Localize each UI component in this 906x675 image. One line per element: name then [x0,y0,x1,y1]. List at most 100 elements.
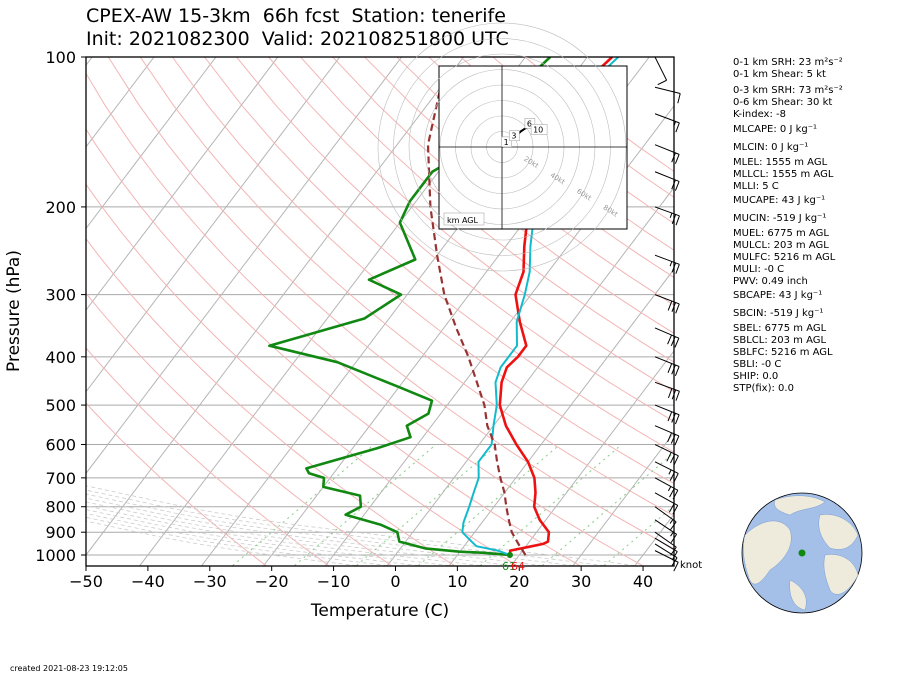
dry-adiabat [86,402,267,566]
index-line: SBLI: -0 C [733,359,782,370]
index-line: MUEL: 6775 m AGL [733,228,829,239]
surface-temperature-label: 64 [511,560,525,573]
x-axis-label: Temperature (C) [310,601,449,621]
dry-adiabat [86,347,329,566]
moist-adiabat [86,505,481,566]
x-tick-label: −50 [69,572,103,591]
wind-barb [654,461,679,483]
mixing-ratio-line [603,505,674,566]
y-tick-label: 400 [45,348,76,367]
index-line: SHIP: 0.0 [733,371,779,382]
index-line: SBLFC: 5216 m AGL [733,347,833,358]
wind-barb [654,206,680,226]
isotherm [86,57,217,230]
wind-barb [654,506,677,531]
x-tick-label: 30 [571,572,591,591]
y-tick-label: 900 [45,523,76,542]
mixing-ratio-line [541,451,674,566]
x-tick-label: −30 [193,572,227,591]
index-line: SBLCL: 203 m AGL [733,335,827,346]
index-line: MULCL: 203 m AGL [733,240,829,251]
station-marker [798,549,806,557]
index-line: MLLCL: 1555 m AGL [733,169,834,180]
plot-frame [85,56,675,567]
dry-adiabat [204,57,674,453]
index-line: SBCIN: -519 J kg⁻¹ [733,308,824,319]
surface-dewpoint-label: 61 [502,560,516,573]
wind-barb [654,550,679,572]
dry-adiabat [86,128,580,566]
wind-barb [654,444,679,466]
wind-barb [654,537,678,561]
hodograph-height-label: 10 [533,126,543,135]
chart-title: CPEX-AW 15-3km 66h fcst Station: tenerif… [86,5,506,27]
wind-barb [654,543,678,567]
index-line: MULI: -0 C [733,264,785,275]
hodograph-height-label: 3 [511,132,516,141]
index-line: SBCAPE: 43 J kg⁻¹ [733,290,823,301]
isotherm [86,57,279,311]
wind-barbs [654,56,681,572]
series-dewpoint [268,57,552,557]
wind-barb [654,425,680,446]
dry-adiabat [139,57,674,517]
index-line: SBEL: 6775 m AGL [733,323,827,334]
isotherm [510,350,674,566]
x-tick-label: 20 [509,572,529,591]
isotherm [572,431,674,566]
index-line: MUCIN: -519 J kg⁻¹ [733,213,827,224]
created-timestamp: created 2021-08-23 19:12:05 [10,664,128,673]
isotherm [86,57,155,148]
wind-barb [654,356,680,376]
y-tick-label: 600 [45,436,76,455]
hodograph-height-label: 6 [527,119,532,128]
mixing-ratio-line [294,444,437,566]
dry-adiabat [396,57,674,279]
dry-adiabat [86,238,455,566]
y-tick-label: 1000 [35,546,76,565]
index-line: MULFC: 5216 m AGL [733,252,836,263]
hodograph-label: km AGL [447,216,479,225]
dry-adiabat [268,57,674,393]
x-tick-label: −10 [317,572,351,591]
wind-barb [654,519,678,543]
wind-barb [654,86,681,104]
chart-subtitle: Init: 2021082300 Valid: 202108251800 UTC [86,28,509,50]
moist-adiabat [86,513,419,566]
index-line: PWV: 0.49 inch [733,276,808,287]
globe-locator [741,492,863,614]
index-line: MLCIN: 0 J kg⁻¹ [733,142,809,153]
wind-barb [654,492,679,515]
index-line: 0-3 km SRH: 73 m²s⁻² [733,85,843,96]
wind-barb [654,56,668,86]
x-tick-label: 40 [633,572,653,591]
y-tick-label: 500 [45,396,76,415]
index-line: K-index: -8 [733,109,786,120]
index-line: 0-1 km SRH: 23 m²s⁻² [733,57,843,68]
y-tick-label: 300 [45,286,76,305]
index-line: 0-1 km Shear: 5 kt [733,69,826,80]
wind-barb [654,477,679,500]
wind-barb [654,144,680,164]
series-parcel [426,86,527,556]
x-tick-label: 10 [447,572,467,591]
dry-adiabat [364,57,674,306]
y-tick-label: 800 [45,498,76,517]
index-line: 0-6 km Shear: 30 kt [733,97,833,108]
mixing-ratio-line [232,444,375,566]
mixing-ratio-line [479,444,622,566]
isotherm [86,57,403,475]
y-tick-label: 200 [45,198,76,217]
hodograph-height-label: 1 [504,138,509,147]
wind-barb [654,171,680,191]
index-line: STP(fix): 0.0 [733,383,794,394]
y-tick-label: 700 [45,469,76,488]
wind-barb [654,294,680,314]
moist-adiabat [86,489,605,566]
wind-barb [654,327,680,348]
x-tick-label: 0 [390,572,400,591]
isotherm [387,186,674,566]
wind-barb [654,404,680,425]
surface-marker [506,552,513,558]
index-line: MLLI: 5 C [733,181,779,192]
